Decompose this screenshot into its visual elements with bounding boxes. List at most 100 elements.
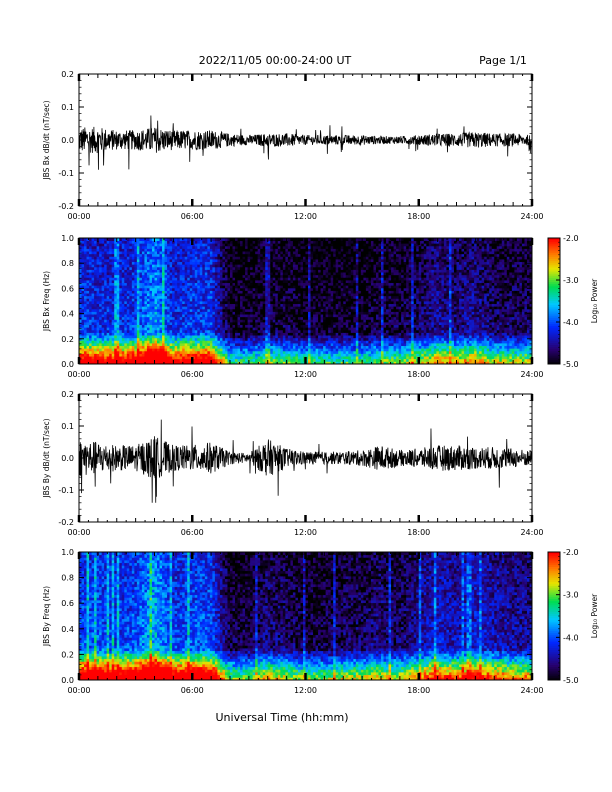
spectrogram-cell	[300, 251, 304, 255]
spectrogram-cell	[144, 306, 148, 310]
spectrogram-cell	[96, 274, 100, 278]
spectrogram-cell	[189, 340, 193, 344]
spectrogram-cell	[121, 306, 125, 310]
spectrogram-cell	[169, 345, 173, 349]
spectrogram-cell	[94, 293, 98, 297]
spectrogram-cell	[134, 327, 138, 331]
spectrogram-cell	[106, 243, 110, 247]
spectrogram-cell	[207, 316, 211, 320]
spectrogram-cell	[116, 253, 120, 257]
spectrogram-cell	[280, 261, 284, 265]
spectrogram-cell	[96, 311, 100, 315]
spectrogram-cell	[96, 261, 100, 265]
spectrogram-cell	[242, 243, 246, 247]
spectrogram-cell	[174, 256, 178, 260]
spectrogram-cell	[287, 324, 291, 328]
spectrogram-cell	[174, 251, 178, 255]
spectrogram-cell	[250, 261, 254, 265]
spectrogram-cell	[167, 261, 170, 265]
spectrogram-cell	[119, 311, 123, 315]
spectrogram-cell	[287, 287, 291, 291]
spectrogram-cell	[89, 277, 92, 281]
spectrogram-cell	[194, 361, 198, 365]
spectrogram-cell	[116, 293, 120, 297]
spectrogram-cell	[157, 353, 160, 357]
spectrogram-cell	[287, 335, 291, 339]
spectrogram-cell	[111, 340, 115, 344]
spectrogram-cell	[96, 348, 100, 352]
spectrogram-cell	[240, 298, 243, 302]
spectrogram-cell	[308, 308, 311, 312]
spectrogram-cell	[151, 316, 155, 320]
spectrogram-cell	[297, 314, 301, 318]
spectrogram-cell	[267, 335, 271, 339]
spectrogram-cell	[134, 298, 138, 302]
spectrogram-cell	[159, 264, 163, 268]
spectrogram-cell	[151, 329, 155, 333]
spectrogram-cell	[121, 329, 125, 333]
spectrogram-cell	[217, 272, 221, 276]
spectrogram-cell	[237, 353, 241, 357]
spectrogram-cell	[157, 264, 160, 268]
spectrogram-cell	[320, 350, 324, 354]
spectrogram-cell	[315, 259, 319, 263]
spectrogram-cell	[252, 308, 256, 312]
spectrogram-cell	[187, 308, 191, 312]
spectrogram-cell	[232, 316, 236, 320]
spectrogram-cell	[119, 280, 123, 284]
spectrogram-cell	[81, 343, 85, 347]
spectrogram-cell	[79, 253, 82, 257]
spectrogram-cell	[237, 303, 241, 307]
spectrogram-cell	[144, 264, 148, 268]
spectrogram-cell	[204, 340, 208, 344]
spectrogram-cell	[300, 238, 304, 242]
spectrogram-cell	[129, 269, 133, 273]
spectrogram-cell	[139, 259, 143, 263]
spectrogram-cell	[235, 319, 238, 323]
spectrogram-cell	[285, 293, 289, 297]
spectrogram-cell	[139, 322, 143, 326]
spectrogram-cell	[217, 287, 221, 291]
spectrogram-cell	[199, 287, 203, 291]
spectrogram-cell	[89, 256, 92, 260]
spectrogram-cell	[297, 248, 301, 252]
spectrogram-cell	[131, 343, 135, 347]
spectrogram-cell	[131, 329, 135, 333]
spectrogram-cell	[214, 238, 218, 242]
spectrogram-cell	[310, 245, 314, 249]
spectrogram-cell	[177, 287, 181, 291]
spectrogram-cell	[302, 287, 306, 291]
spectrogram-cell	[199, 274, 203, 278]
spectrogram-cell	[219, 306, 223, 310]
spectrogram-cell	[101, 280, 105, 284]
spectrogram-cell	[277, 277, 281, 281]
spectrogram-cell	[109, 327, 113, 331]
spectrogram-cell	[167, 337, 170, 341]
spectrogram-cell	[300, 272, 304, 276]
spectrogram-cell	[300, 319, 304, 323]
spectrogram-cell	[111, 243, 115, 247]
spectrogram-cell	[162, 251, 165, 255]
spectrogram-cell	[219, 264, 223, 268]
spectrogram-cell	[318, 353, 321, 357]
spectrogram-cell	[131, 361, 135, 365]
spectrogram-cell	[285, 303, 289, 307]
spectrogram-cell	[189, 282, 193, 286]
spectrogram-cell	[320, 303, 324, 307]
spectrogram-cell	[119, 358, 123, 362]
spectrogram-cell	[265, 350, 269, 354]
spectrogram-cell	[224, 277, 228, 281]
spectrogram-cell	[164, 248, 168, 252]
spectrogram-cell	[219, 303, 223, 307]
spectrogram-cell	[159, 253, 163, 257]
spectrogram-cell	[146, 256, 150, 260]
spectrogram-cell	[250, 356, 254, 360]
spectrogram-cell	[320, 261, 324, 265]
spectrogram-cell	[262, 361, 266, 365]
spectrogram-cell	[154, 285, 158, 289]
spectrogram-cell	[84, 285, 87, 289]
spectrogram-cell	[214, 293, 218, 297]
spectrogram-cell	[305, 264, 309, 268]
spectrogram-cell	[144, 301, 148, 305]
spectrogram-cell	[109, 264, 113, 268]
